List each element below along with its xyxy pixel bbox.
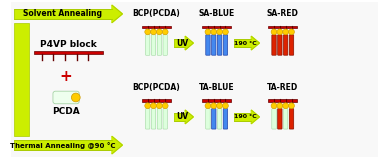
Bar <box>202 99 231 102</box>
Circle shape <box>71 93 80 102</box>
Circle shape <box>277 103 283 109</box>
Circle shape <box>271 29 277 35</box>
Circle shape <box>217 29 223 35</box>
Text: Solvent Annealing: Solvent Annealing <box>23 9 102 18</box>
Circle shape <box>205 29 211 35</box>
Text: SA-BLUE: SA-BLUE <box>198 9 235 18</box>
FancyBboxPatch shape <box>289 35 294 55</box>
FancyBboxPatch shape <box>289 109 294 129</box>
Bar <box>142 26 171 28</box>
Circle shape <box>223 103 228 109</box>
Bar <box>14 23 29 136</box>
Polygon shape <box>251 36 259 50</box>
FancyBboxPatch shape <box>278 109 282 129</box>
Polygon shape <box>112 5 122 23</box>
Circle shape <box>145 29 150 35</box>
Circle shape <box>150 103 156 109</box>
FancyBboxPatch shape <box>272 35 276 55</box>
FancyBboxPatch shape <box>223 35 228 55</box>
Bar <box>174 39 185 47</box>
FancyBboxPatch shape <box>212 35 216 55</box>
FancyBboxPatch shape <box>157 109 161 129</box>
FancyBboxPatch shape <box>212 109 216 129</box>
Bar <box>142 99 171 102</box>
Bar <box>268 26 297 28</box>
FancyBboxPatch shape <box>9 0 378 159</box>
FancyBboxPatch shape <box>284 35 288 55</box>
Bar <box>202 26 231 28</box>
Circle shape <box>211 29 217 35</box>
Circle shape <box>277 29 283 35</box>
Bar <box>14 140 112 150</box>
Polygon shape <box>251 110 259 124</box>
Text: BCP(PCDA): BCP(PCDA) <box>133 83 180 92</box>
Text: Thermal Annealing @90 °C: Thermal Annealing @90 °C <box>10 142 115 149</box>
Circle shape <box>283 103 288 109</box>
Circle shape <box>162 29 168 35</box>
FancyBboxPatch shape <box>284 109 288 129</box>
Text: 190 °C: 190 °C <box>234 41 257 46</box>
Polygon shape <box>185 110 194 124</box>
Bar <box>234 39 251 47</box>
FancyBboxPatch shape <box>217 35 222 55</box>
FancyBboxPatch shape <box>146 109 150 129</box>
Circle shape <box>288 103 294 109</box>
Text: TA-RED: TA-RED <box>267 83 298 92</box>
FancyBboxPatch shape <box>206 109 210 129</box>
FancyBboxPatch shape <box>151 35 156 55</box>
FancyBboxPatch shape <box>278 35 282 55</box>
Text: UV: UV <box>177 39 189 48</box>
Circle shape <box>271 103 277 109</box>
Circle shape <box>145 103 150 109</box>
FancyBboxPatch shape <box>223 109 228 129</box>
Circle shape <box>288 29 294 35</box>
FancyBboxPatch shape <box>151 109 156 129</box>
Circle shape <box>162 103 168 109</box>
FancyBboxPatch shape <box>146 35 150 55</box>
Circle shape <box>211 103 217 109</box>
Text: SA-RED: SA-RED <box>267 9 299 18</box>
Circle shape <box>156 29 162 35</box>
FancyBboxPatch shape <box>163 35 167 55</box>
Text: TA-BLUE: TA-BLUE <box>199 83 234 92</box>
Bar <box>234 113 251 121</box>
Bar <box>174 113 185 121</box>
Text: +: + <box>60 69 73 84</box>
Text: BCP(PCDA): BCP(PCDA) <box>133 9 180 18</box>
Circle shape <box>217 103 223 109</box>
FancyBboxPatch shape <box>206 35 210 55</box>
Circle shape <box>205 103 211 109</box>
FancyBboxPatch shape <box>217 109 222 129</box>
Circle shape <box>283 29 288 35</box>
Text: P4VP block: P4VP block <box>40 40 97 48</box>
Circle shape <box>223 29 228 35</box>
Circle shape <box>150 29 156 35</box>
FancyBboxPatch shape <box>157 35 161 55</box>
Bar <box>34 51 103 54</box>
FancyBboxPatch shape <box>163 109 167 129</box>
FancyBboxPatch shape <box>53 91 79 104</box>
Polygon shape <box>112 136 122 154</box>
Polygon shape <box>185 36 194 50</box>
Text: 190 °C: 190 °C <box>234 114 257 119</box>
Bar <box>14 9 112 19</box>
Bar <box>268 99 297 102</box>
Text: PCDA: PCDA <box>52 107 80 116</box>
FancyBboxPatch shape <box>272 109 276 129</box>
Circle shape <box>156 103 162 109</box>
Text: UV: UV <box>177 112 189 121</box>
